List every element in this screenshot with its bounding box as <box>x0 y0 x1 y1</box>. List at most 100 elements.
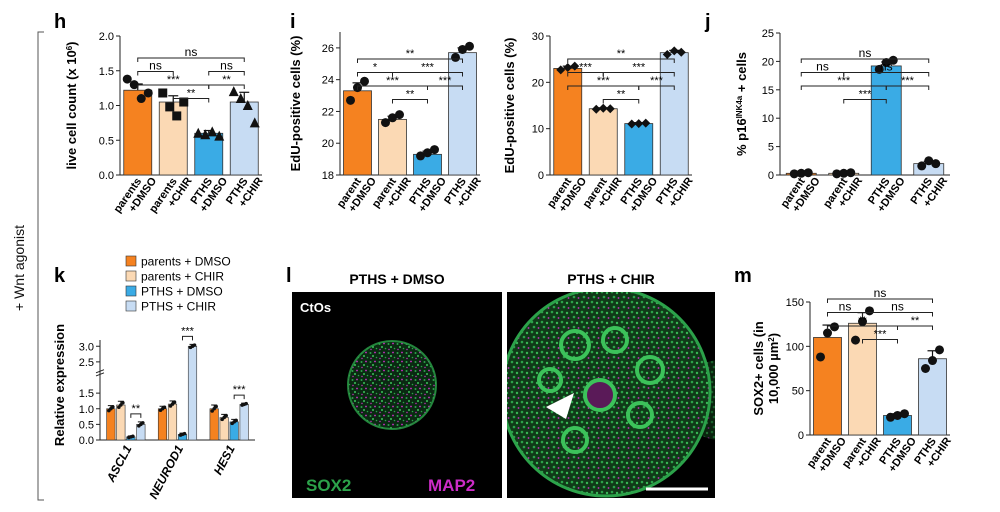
category-label: parent+CHIR <box>840 428 884 477</box>
y-tick-label: 0 <box>538 170 544 182</box>
data-point <box>886 412 895 422</box>
data-point <box>416 151 425 161</box>
bar <box>123 89 153 176</box>
data-point <box>458 44 467 54</box>
data-point <box>846 168 856 178</box>
data-point <box>162 405 167 410</box>
panel-letter-m: m <box>734 265 752 287</box>
y-axis-label-part: EdU-positive cells (%) <box>502 38 517 174</box>
significance-bracket <box>233 394 245 400</box>
significance-bracket <box>602 72 675 77</box>
arrowhead-icon <box>546 393 574 419</box>
y-tick-label: 1.5 <box>99 66 114 78</box>
y-tick-label: 0.0 <box>99 170 114 182</box>
y-tick-label: 20 <box>532 77 544 89</box>
legend-label: parents + CHIR <box>141 270 224 284</box>
y-axis-label-sup: 2 <box>767 337 776 342</box>
y-tick-label: 20 <box>322 138 334 150</box>
significance-label: ns <box>874 286 887 300</box>
significance-label: *** <box>181 325 195 337</box>
data-point <box>193 127 204 138</box>
data-point <box>900 409 909 419</box>
y-axis-label-line1: SOX2+ cells (in <box>751 321 766 415</box>
data-point <box>669 46 679 56</box>
data-point <box>816 352 825 362</box>
significance-bracket <box>208 84 245 89</box>
micro-title-right: PTHS + CHIR <box>567 271 655 287</box>
data-point <box>158 88 168 98</box>
significance-label: *** <box>421 62 435 74</box>
data-point <box>228 86 239 97</box>
data-point <box>865 306 874 316</box>
micro-title-left: PTHS + DMSO <box>349 271 444 287</box>
significance-bracket <box>130 413 142 418</box>
y-axis-label-part: ) <box>64 41 79 45</box>
side-label: + Wnt agonist <box>11 225 27 311</box>
data-point <box>570 61 580 71</box>
y-tick-label: 22 <box>322 106 334 118</box>
data-point <box>605 104 615 114</box>
data-point <box>200 129 211 140</box>
significance-bracket <box>182 335 193 341</box>
data-point <box>234 418 238 423</box>
bar <box>813 337 842 436</box>
organoid-dmso <box>348 341 436 429</box>
bar <box>624 123 654 176</box>
panel-letter-i: i <box>290 11 296 33</box>
y-tick-label: 10 <box>762 113 774 125</box>
y-axis-label: EdU-positive cells (%) <box>288 36 303 172</box>
significance-label: *** <box>650 75 664 87</box>
y-tick-label: 1.0 <box>79 404 94 416</box>
significance-bracket <box>567 58 675 63</box>
bar <box>106 408 116 441</box>
significance-label: ** <box>617 48 626 60</box>
y-axis-label-part: live cell count (x 10 <box>64 50 79 169</box>
significance-label: *** <box>837 75 851 87</box>
y-axis-label-part: Relative expression <box>52 324 67 446</box>
y-tick-label: 1.5 <box>79 388 94 400</box>
legend-label: PTHS + DMSO <box>141 285 223 299</box>
data-point <box>121 400 125 405</box>
data-point <box>803 168 813 178</box>
y-tick-label: 30 <box>532 31 544 43</box>
chart-k-relative-expression: 0.0 0.5 1.0 1.5 2.5 3.0 Relative expression ASC… <box>52 255 255 501</box>
significance-label: ** <box>406 89 415 101</box>
significance-label: ** <box>222 74 231 86</box>
y-tick-label: 24 <box>322 75 334 87</box>
y-axis-label: live cell count (x 106) <box>64 41 79 169</box>
y-tick-label: 0.0 <box>79 435 94 447</box>
data-point <box>556 65 566 75</box>
data-point <box>830 322 839 332</box>
data-point <box>131 434 135 439</box>
micro-channel-map2: MAP2 <box>428 476 475 495</box>
category-label: parent+CHIR <box>581 168 625 217</box>
side-bracket <box>37 31 44 501</box>
legend-swatch <box>125 285 137 297</box>
data-point <box>917 161 927 171</box>
y-axis-label: % p16INK4a + cells <box>734 52 749 156</box>
chart-h-live-cell-count: 0.0 0.5 1.0 1.5 2.0 live cell count (x 106) pa… <box>64 31 266 215</box>
data-point <box>823 328 832 338</box>
y-tick-label: 18 <box>322 170 334 182</box>
data-point <box>634 119 644 129</box>
y-axis-label: EdU-positive cells (%) <box>502 38 517 174</box>
significance-label: ns <box>185 45 198 59</box>
y-tick-label: 0.5 <box>79 419 94 431</box>
bar <box>870 65 902 176</box>
data-point <box>244 401 248 406</box>
y-axis-label: SOX2+ cells (in10,000 µm2) <box>751 321 781 415</box>
y-tick-label: 25 <box>762 28 774 40</box>
bar <box>588 108 618 176</box>
significance-label: ** <box>858 315 867 327</box>
data-point <box>122 74 132 84</box>
microscopy-panel: PTHS + DMSO PTHS + CHIR CtOs SOX2 MAP2 <box>292 271 715 498</box>
data-point <box>931 159 941 169</box>
data-point <box>641 118 651 128</box>
legend-swatch <box>125 270 137 282</box>
data-point <box>179 97 189 107</box>
significance-label: ** <box>132 403 141 415</box>
significance-label: *** <box>901 75 915 87</box>
